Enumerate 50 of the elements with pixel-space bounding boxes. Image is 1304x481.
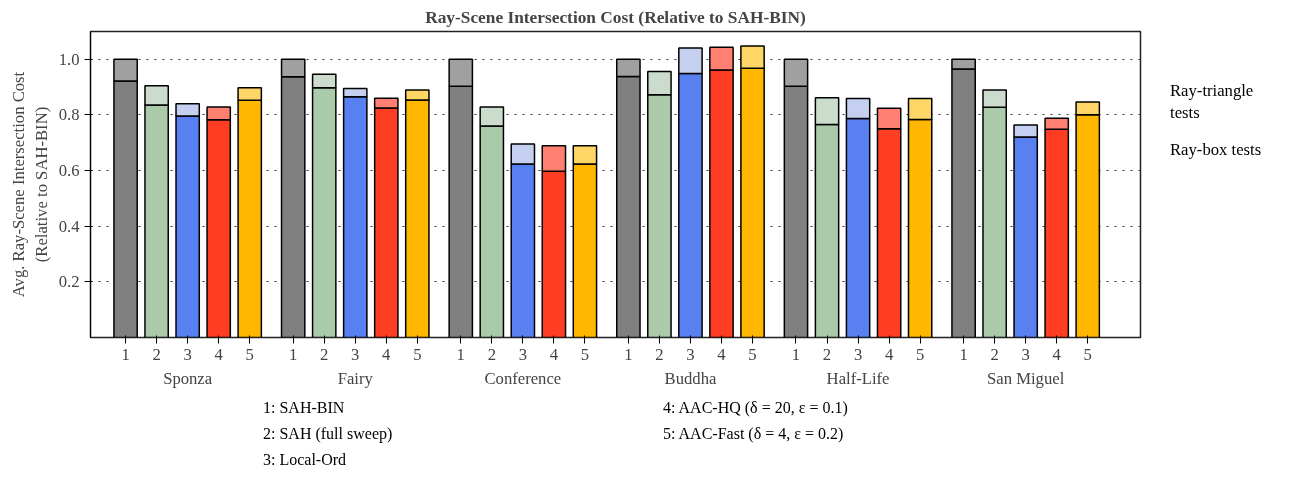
x-tick-label: 2	[152, 344, 161, 364]
x-tick-label: 1	[959, 344, 968, 364]
y-tick-label: 0.2	[58, 272, 80, 292]
x-tick-label: 4	[717, 344, 727, 364]
x-tick-label: 4	[884, 344, 894, 364]
x-tick-label: 5	[580, 344, 590, 364]
text: Half-Life	[826, 368, 890, 388]
x-tick-label: 5	[245, 344, 254, 364]
x-tick-label: 5	[1083, 344, 1092, 364]
chart-title: Ray-Scene Intersection Cost (Relative to SAH-BIN)	[425, 7, 807, 27]
y-tick-label: 0.6	[58, 161, 80, 181]
text: 4: AAC-HQ (δ = 20, ε = 0.1)	[663, 399, 848, 416]
x-tick-label: 1	[791, 344, 801, 364]
x-tick-label: 5	[748, 344, 757, 364]
text: Buddha	[664, 368, 717, 388]
text: Fairy	[337, 368, 374, 388]
x-tick-label: 2	[990, 344, 999, 364]
x-tick-label: 2	[822, 344, 832, 364]
x-tick-label: 4	[214, 344, 224, 364]
x-tick-label: 3	[686, 344, 695, 364]
x-tick-label: 2	[320, 344, 329, 364]
x-tick-label: 2	[655, 344, 664, 364]
x-tick-label: 1	[456, 344, 465, 364]
text: 2: SAH (full sweep)	[263, 425, 393, 442]
x-tick-label: 3	[183, 344, 192, 364]
y-axis-title: Avg. Ray-Scene Intersection Cost (Relative to SAH-BIN)	[8, 71, 51, 298]
x-tick-label: 1	[289, 344, 298, 364]
x-tick-label: 3	[518, 344, 528, 364]
y-tick-label: 0.8	[58, 105, 80, 125]
text: Ray-box tests	[1170, 139, 1262, 161]
text: 3: Local-Ord	[263, 451, 347, 468]
x-tick-label: 3	[853, 344, 863, 364]
x-tick-label: 1	[624, 344, 633, 364]
y-tick-label: 1.0	[58, 49, 80, 69]
x-tick-label: 4	[1052, 344, 1062, 364]
text: Ray-triangle tests	[1170, 80, 1255, 124]
x-tick-label: 5	[915, 344, 925, 364]
x-tick-label: 5	[413, 344, 422, 364]
text: Conference	[484, 368, 562, 388]
x-tick-label: 2	[487, 344, 496, 364]
x-tick-label: 4	[382, 344, 392, 364]
x-tick-label: 1	[121, 344, 130, 364]
text: Sponza	[163, 368, 213, 388]
text: San Miguel	[987, 368, 1065, 388]
x-tick-label: 3	[351, 344, 360, 364]
x-tick-label: 3	[1021, 344, 1030, 364]
x-tick-label: 4	[549, 344, 559, 364]
text: 5: AAC-Fast (δ = 4, ε = 0.2)	[663, 425, 844, 442]
text: 1: SAH-BIN	[263, 399, 345, 416]
y-tick-label: 0.4	[58, 216, 81, 236]
